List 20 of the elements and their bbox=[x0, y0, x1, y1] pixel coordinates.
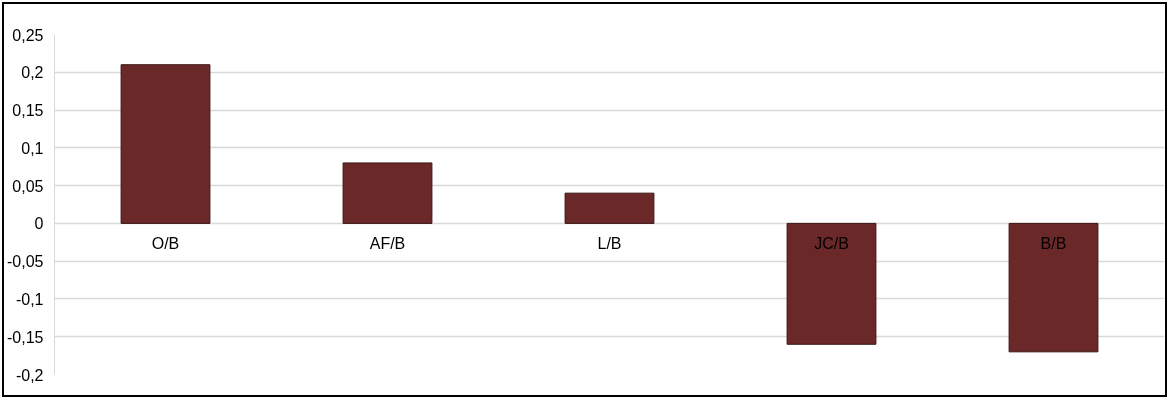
y-tick-label: 0 bbox=[34, 215, 44, 233]
y-tick-label: -0,2 bbox=[15, 366, 44, 384]
y-tick-label: 0,05 bbox=[12, 177, 44, 195]
y-tick-label: 0,25 bbox=[12, 26, 44, 44]
bar bbox=[342, 162, 433, 224]
x-tick-label: AF/B bbox=[369, 235, 406, 253]
x-tick-label: O/B bbox=[151, 235, 180, 253]
x-tick-label: B/B bbox=[1040, 235, 1067, 253]
y-tick-label: -0,1 bbox=[15, 290, 44, 308]
bar bbox=[120, 64, 211, 224]
y-tick-label: 0,1 bbox=[21, 139, 44, 157]
x-tick-label: JC/B bbox=[814, 235, 849, 253]
x-tick-label: L/B bbox=[597, 235, 622, 253]
bar bbox=[1008, 222, 1099, 353]
y-tick-label: -0,15 bbox=[7, 328, 44, 346]
y-tick-label: -0,05 bbox=[7, 253, 44, 271]
bar bbox=[786, 222, 877, 345]
y-tick-label: 0,15 bbox=[12, 102, 44, 120]
y-tick-label: 0,2 bbox=[21, 64, 44, 82]
bar bbox=[564, 192, 655, 224]
